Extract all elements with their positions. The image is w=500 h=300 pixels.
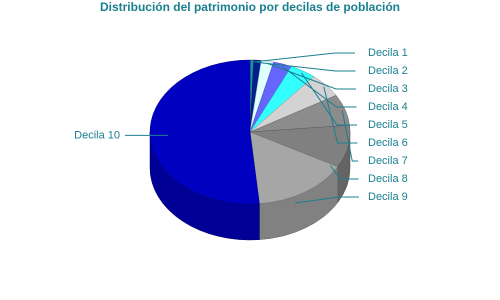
leader-line: [329, 165, 359, 180]
slice-label: Decila 7: [368, 155, 408, 167]
slice: [249, 131, 339, 204]
leader-line: [301, 72, 357, 126]
leader-line: [323, 86, 358, 144]
slice-label: Decila 5: [368, 119, 408, 131]
slice-label: Decila 6: [368, 137, 408, 149]
leader-line: [281, 65, 357, 108]
leader-line: [341, 110, 358, 162]
slice-label: Decila 8: [368, 173, 408, 185]
slice-label: Decila 4: [368, 101, 408, 113]
chart-title: Distribución del patrimonio por decilas …: [100, 0, 400, 14]
leader-line: [251, 52, 355, 63]
leader-line: [257, 61, 356, 72]
slice-label: Decila 3: [368, 83, 408, 95]
slice-label: Decila 10: [74, 129, 120, 141]
slice-label: Decila 9: [368, 191, 408, 203]
slice-label: Decila 2: [368, 65, 408, 77]
leader-line: [294, 196, 359, 204]
slice-label: Decila 1: [368, 47, 408, 59]
